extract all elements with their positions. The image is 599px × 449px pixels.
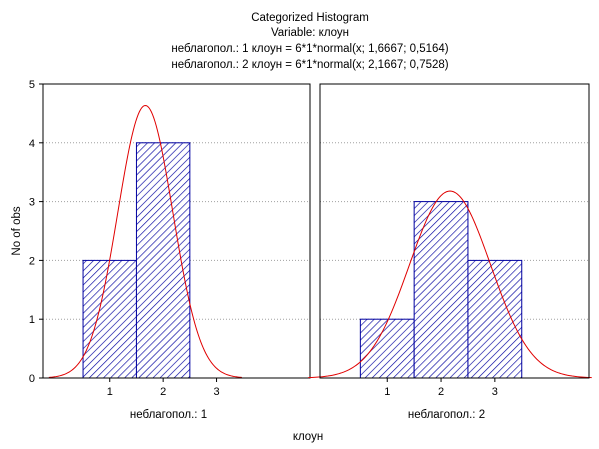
- histogram-bar: [82, 259, 137, 379]
- x-tick-label: 1: [384, 386, 390, 398]
- panel-1: 1 2 3 неблагопол.: 1 0 1 2 3 4 5: [29, 79, 311, 421]
- chart-subtitle-group-2-formula: неблагопол.: 2 клоун = 6*1*normal(x; 2,1…: [171, 59, 448, 71]
- panel-2: 1 2 3 неблагопол.: 2: [308, 83, 592, 421]
- chart-subtitle-group-1-formula: неблагопол.: 1 клоун = 6*1*normal(x; 1,6…: [171, 43, 448, 55]
- histogram-bar: [359, 318, 415, 379]
- panels-layer: 1 2 3 неблагопол.: 1 0 1 2 3 4 5 1 2 3 неблагопол.: 2: [29, 79, 592, 421]
- y-tick-label: 5: [29, 79, 35, 91]
- y-tick-label: 3: [29, 197, 35, 209]
- normal-fit-curve: [308, 190, 592, 379]
- histogram-bar: [135, 142, 191, 379]
- y-tick-label: 1: [29, 314, 35, 326]
- panel-label: неблагопол.: 2: [408, 409, 485, 421]
- y-tick-label: 4: [29, 138, 35, 150]
- x-tick-label: 2: [438, 386, 444, 398]
- y-tick-label: 2: [29, 255, 35, 267]
- normal-fit-curve: [48, 104, 242, 378]
- panel-label: неблагопол.: 1: [130, 409, 207, 421]
- x-tick-label: 2: [160, 386, 166, 398]
- chart-subtitle-variable: Variable: клоун: [271, 27, 349, 39]
- x-tick-label: 1: [107, 386, 113, 398]
- panel-frame: [42, 83, 311, 379]
- y-tick-label: 0: [29, 373, 35, 385]
- y-axis-label: No of obs: [11, 206, 23, 255]
- x-tick-label: 3: [492, 386, 498, 398]
- x-tick-label: 3: [213, 386, 219, 398]
- x-axis-label: клоун: [293, 431, 323, 443]
- histogram-bar: [467, 259, 523, 379]
- histogram-bar: [413, 201, 469, 379]
- panel-frame: [319, 83, 590, 379]
- chart-title: Categorized Histogram: [251, 12, 369, 24]
